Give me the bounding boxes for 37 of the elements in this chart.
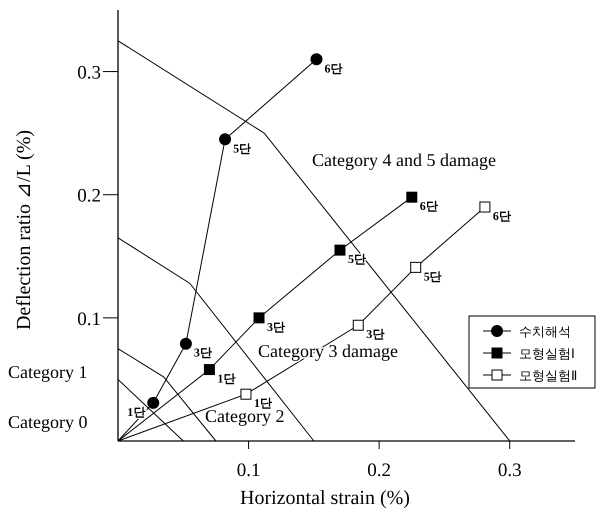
x-tick-label: 0.3 bbox=[498, 460, 522, 481]
point bbox=[410, 262, 422, 273]
annotation: 6단 bbox=[420, 199, 438, 214]
x-tick-label: 0.1 bbox=[236, 460, 260, 481]
point bbox=[219, 133, 232, 146]
x-tick-label: 0.2 bbox=[367, 460, 392, 481]
annotation: 6단 bbox=[492, 209, 511, 224]
point bbox=[147, 396, 160, 409]
annotation: Category 4 and 5 damage bbox=[312, 150, 496, 170]
annotation: 1단 bbox=[217, 372, 236, 386]
point bbox=[204, 364, 215, 376]
point bbox=[240, 388, 252, 400]
legend-label: 수치해석 bbox=[519, 324, 571, 339]
y-tick-label: 0.2 bbox=[77, 186, 101, 207]
point bbox=[254, 312, 265, 324]
annotation: 5단 bbox=[424, 269, 442, 284]
annotation: 3단 bbox=[366, 327, 384, 342]
y-tick-label: 0.3 bbox=[77, 62, 101, 84]
x-axis-title: Horizontal strain (%) bbox=[240, 487, 410, 509]
legend-label: 모형실험Ⅰ bbox=[519, 346, 575, 361]
point bbox=[479, 202, 490, 213]
point bbox=[406, 192, 418, 203]
legend-label: 모형실험Ⅱ bbox=[519, 368, 577, 383]
annotation: 5단 bbox=[233, 141, 252, 156]
annotation: 1단 bbox=[127, 404, 146, 419]
point bbox=[352, 320, 364, 331]
text: Category 1 bbox=[8, 362, 88, 382]
annotation: 3단 bbox=[267, 320, 286, 334]
annotation: 5단 bbox=[348, 252, 366, 266]
annotation: 3단 bbox=[194, 346, 212, 360]
point bbox=[310, 53, 322, 66]
annotation: 6단 bbox=[324, 61, 342, 76]
point bbox=[334, 244, 346, 256]
point bbox=[180, 338, 192, 350]
y-tick-label: 0.1 bbox=[77, 308, 101, 330]
text: Category 0 bbox=[8, 412, 88, 432]
y-axis-title: Deflection ratio ⊿/L (%) bbox=[13, 130, 35, 330]
